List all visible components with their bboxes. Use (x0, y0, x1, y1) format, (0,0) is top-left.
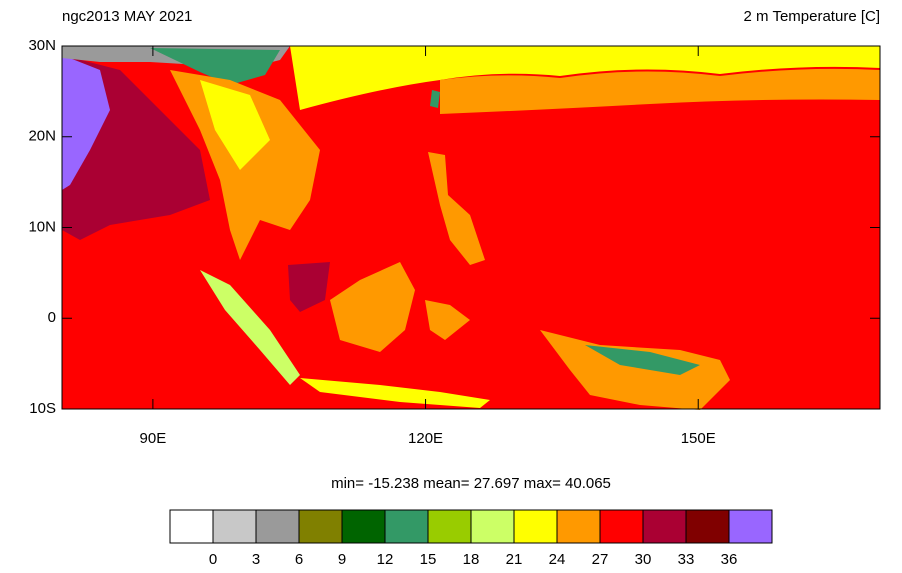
colorbar-label: 36 (721, 551, 738, 568)
colorbar-box (599, 509, 644, 544)
x-tick-label: 90E (140, 430, 167, 447)
colorbar-label: 15 (420, 551, 437, 568)
colorbar-label: 24 (549, 551, 566, 568)
map-field (62, 46, 880, 410)
colorbar-label: 12 (377, 551, 394, 568)
colorbar-box (169, 509, 214, 544)
x-tick-label: 150E (681, 430, 716, 447)
y-tick-label: 30N (28, 37, 56, 54)
title-right: 2 m Temperature [C] (744, 8, 880, 25)
colorbar-box (298, 509, 343, 544)
y-tick-label: 20N (28, 128, 56, 145)
y-tick-label: 0 (48, 309, 56, 326)
colorbar-label: 30 (635, 551, 652, 568)
colorbar-box (642, 509, 687, 544)
y-tick-label: 10N (28, 218, 56, 235)
colorbar-label: 18 (463, 551, 480, 568)
colorbar-label: 21 (506, 551, 523, 568)
x-tick-label: 120E (408, 430, 443, 447)
colorbar-box (341, 509, 386, 544)
colorbar-label: 6 (295, 551, 303, 568)
colorbar-label: 3 (252, 551, 260, 568)
colorbar-box (556, 509, 601, 544)
colorbar-label: 27 (592, 551, 609, 568)
colorbar-box (470, 509, 515, 544)
stats: min= -15.238 mean= 27.697 max= 40.065 (331, 475, 611, 492)
title-left: ngc2013 MAY 2021 (62, 8, 192, 25)
colorbar-box (384, 509, 429, 544)
y-tick-label: 10S (29, 400, 56, 417)
colorbar-label: 0 (209, 551, 217, 568)
colorbar-box (255, 509, 300, 544)
colorbar-box (513, 509, 558, 544)
colorbar-box (728, 509, 773, 544)
colorbar-label: 33 (678, 551, 695, 568)
colorbar-label: 9 (338, 551, 346, 568)
colorbar-box (427, 509, 472, 544)
colorbar-box (212, 509, 257, 544)
colorbar-box (685, 509, 730, 544)
